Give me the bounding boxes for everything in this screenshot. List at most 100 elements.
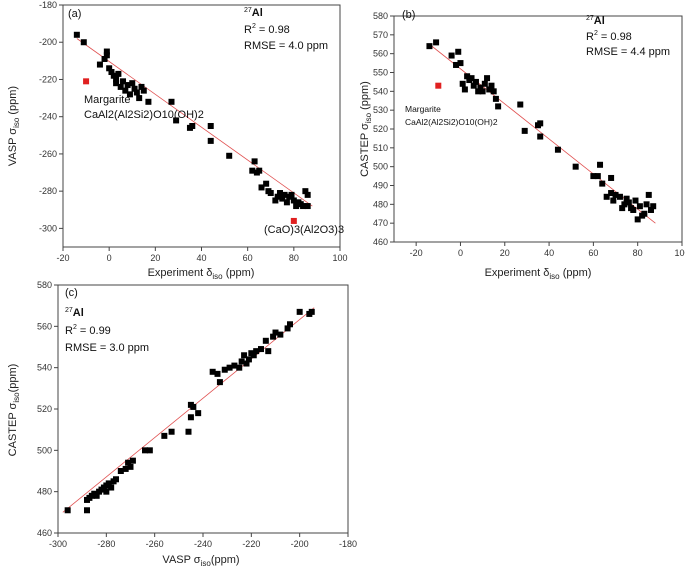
panel-b-data-point <box>433 39 440 46</box>
panel-b-annotation-margarite-formula: CaAl2(Al2Si2)O10(OH)2 <box>405 117 498 127</box>
panel-c-y-tick-label: 560 <box>37 321 52 331</box>
panel-c-data-point <box>236 364 243 371</box>
panel-a-y-tick-label: -240 <box>39 112 57 122</box>
panel-b-data-point <box>599 180 606 187</box>
panel-b-x-tick-label: 80 <box>633 248 643 258</box>
panel-a-highlight-point <box>290 217 297 224</box>
panel-a-x-axis-label-tail: (ppm) <box>223 267 255 279</box>
panel-b-rmse: RMSE = 4.4 ppm <box>586 46 670 58</box>
panel-c-plot-frame <box>57 284 349 534</box>
panel-a-data-point <box>302 188 309 195</box>
panel-c-data-point <box>125 459 132 466</box>
panel-c-data-point <box>231 362 238 369</box>
panel-b-data-point <box>621 201 628 208</box>
panel-a-data-point <box>300 203 307 210</box>
panel-b-label: (b) <box>402 9 415 21</box>
panel-b-data-point <box>630 206 637 213</box>
panel-b-x-tick-label: 40 <box>544 248 554 258</box>
panel-a-data-point <box>290 197 297 204</box>
panel-a-data-point <box>283 199 290 206</box>
panel-c-x-tick-label: -280 <box>97 539 115 549</box>
panel-a-ticks <box>59 4 341 251</box>
panel-a-y-tick-label: -300 <box>39 223 57 233</box>
panel-b-data-point <box>459 80 466 87</box>
panel-a-data-point <box>103 48 110 55</box>
panel-a-annotation-cao-al2o3: (CaO)3(Al2O3)3 <box>264 224 344 236</box>
panel-b-y-tick-label: 550 <box>373 68 388 78</box>
panel-c-data-point <box>265 348 272 355</box>
panel-c-nucleus-mass: 27 <box>65 307 73 314</box>
panel-b-data-point <box>448 52 455 59</box>
panel-a-data-point <box>272 197 279 204</box>
panel-b-data-point <box>647 206 654 213</box>
panel-c-fit-line <box>62 307 315 513</box>
panel-a-data-point <box>140 87 147 94</box>
panel-a-data-point <box>256 167 263 174</box>
panel-a-nucleus-mass: 27 <box>244 7 252 14</box>
panel-b-y-tick-label: 560 <box>373 49 388 59</box>
panel-c-y-tick-label: 540 <box>37 363 52 373</box>
panel-b-y-axis-label: CASTEP σiso (ppm) <box>359 81 373 177</box>
panel-a-data-point <box>96 61 103 68</box>
panel-a-data-point <box>189 123 196 129</box>
panel-a-data-point <box>226 152 233 159</box>
panel-b-data-point <box>632 197 639 204</box>
panel-a-x-tick-label: 80 <box>289 253 299 263</box>
panel-c-x-axis-label: VASP σiso(ppm) <box>162 554 239 568</box>
panel-a-y-axis-label-main: VASP σ <box>7 128 19 166</box>
panel-b-data-point <box>484 75 491 82</box>
panel-c-tick-labels: -300 -280 -260 -240 -220 -200 -180 460 480 500 520… <box>37 280 357 549</box>
panel-a-data-point <box>124 82 131 89</box>
panel-c-x-tick-label: -260 <box>146 539 164 549</box>
panel-c-data-point <box>84 507 90 514</box>
panel-a-nucleus: 27Al <box>244 7 263 19</box>
panel-a-data-point <box>113 76 120 83</box>
panel-a-y-axis-label-sub: iso <box>12 117 21 128</box>
panel-c-x-axis-label-sub: iso <box>201 559 212 568</box>
panel-a-data-point <box>115 70 122 77</box>
panel-c-r2-label: R <box>65 325 73 337</box>
panel-a-y-tick-label: -280 <box>39 186 57 196</box>
panel-b-data-point <box>479 88 486 95</box>
panel-b-data-point <box>470 82 477 89</box>
panel-a-data-point <box>263 180 270 187</box>
panel-c-data-point <box>238 358 245 365</box>
panel-a-data-point <box>267 190 274 197</box>
panel-b-data-point <box>477 84 484 91</box>
panel-c-nucleus-symbol: Al <box>73 307 84 319</box>
panel-a-data-point <box>129 80 136 87</box>
panel-a-r2-sup: 2 <box>252 23 256 30</box>
panel-c-data-point <box>250 352 257 359</box>
panel-a-data-point <box>258 184 265 191</box>
panel-a-data-point <box>207 137 214 144</box>
panel-c-y-tick-label: 520 <box>37 404 52 414</box>
panel-c-x-tick-label: -220 <box>242 539 260 549</box>
panel-b-y-tick-label: 540 <box>373 86 388 96</box>
panel-a-data-point <box>122 87 129 94</box>
panel-a-label: (a) <box>68 8 81 20</box>
panel-b-x-tick-label: -20 <box>410 248 423 258</box>
panel-b-data-point <box>645 191 652 198</box>
panel-a-data-point <box>274 193 281 200</box>
panel-b-data-point <box>590 173 597 180</box>
panel-b-data-point <box>486 86 493 93</box>
panel-a-data-point <box>138 83 145 90</box>
panel-c-data-point <box>161 432 168 439</box>
panel-a-data-point <box>131 85 138 92</box>
panel-a-data-point <box>73 31 80 38</box>
panel-c-data-point <box>214 370 221 377</box>
panel-a-y-tick-label: -260 <box>39 149 57 159</box>
panel-a-x-tick-label: 20 <box>150 253 160 263</box>
panel-b-data-point <box>643 201 650 208</box>
panel-b-data-point <box>634 216 641 223</box>
panel-a-data-point <box>133 89 140 96</box>
panel-b-y-tick-label: 500 <box>373 162 388 172</box>
panel-c-data-point <box>277 331 284 338</box>
panel-c-data-point <box>127 463 134 470</box>
panel-a-data-point <box>103 52 110 59</box>
panel-b-data-point <box>472 78 479 85</box>
panel-b-y-tick-label: 580 <box>373 11 388 21</box>
panel-b-tick-labels: -20 0 20 40 60 80 100 460 470 480 490 500 510 520 530 5… <box>373 11 685 258</box>
panel-a-y-tick-label: -220 <box>39 74 57 84</box>
panel-c-rmse: RMSE = 3.0 ppm <box>65 342 149 354</box>
